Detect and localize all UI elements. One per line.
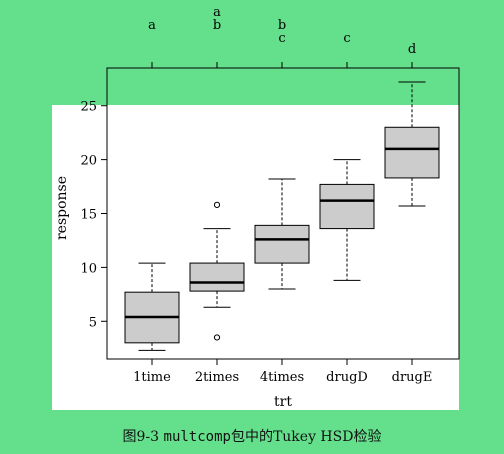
boxplot-chart: trt response 5101520251timea2timesab4tim…: [54, 5, 460, 410]
y-tick-label: 5: [89, 315, 97, 330]
chart-marks: 5101520251timea2timesab4timesbcdrugDcdru…: [80, 5, 440, 385]
box: [254, 224, 310, 264]
x-tick-label: 2times: [195, 370, 239, 385]
y-axis-label: response: [54, 176, 70, 240]
box: [189, 262, 245, 292]
x-tick-label: 1time: [133, 370, 171, 385]
caption-code: multcomp: [163, 429, 231, 445]
group-letter: a: [148, 18, 156, 33]
group-letter: c: [278, 31, 285, 46]
outlier-point: [213, 201, 221, 208]
caption-suffix: 包中的Tukey HSD检验: [230, 429, 382, 445]
group-letter: c: [343, 31, 350, 46]
box: [384, 126, 440, 179]
group-letter: b: [278, 18, 286, 33]
figure-caption: 图9-3 multcomp包中的Tukey HSD检验: [0, 426, 504, 446]
y-tick-label: 10: [80, 261, 97, 276]
group-letter: b: [213, 18, 221, 33]
box: [319, 183, 375, 230]
outlier-point: [213, 334, 221, 341]
y-tick-label: 20: [80, 154, 97, 169]
x-tick-label: drugD: [326, 370, 368, 385]
y-tick-label: 25: [80, 100, 97, 115]
x-tick-label: drugE: [392, 370, 433, 385]
x-tick-label: 4times: [260, 370, 304, 385]
group-letter: a: [213, 5, 221, 20]
caption-prefix: 图9-3: [122, 429, 160, 445]
y-tick-label: 15: [80, 208, 97, 223]
x-axis-label: trt: [274, 394, 292, 410]
group-letter: d: [408, 42, 416, 57]
